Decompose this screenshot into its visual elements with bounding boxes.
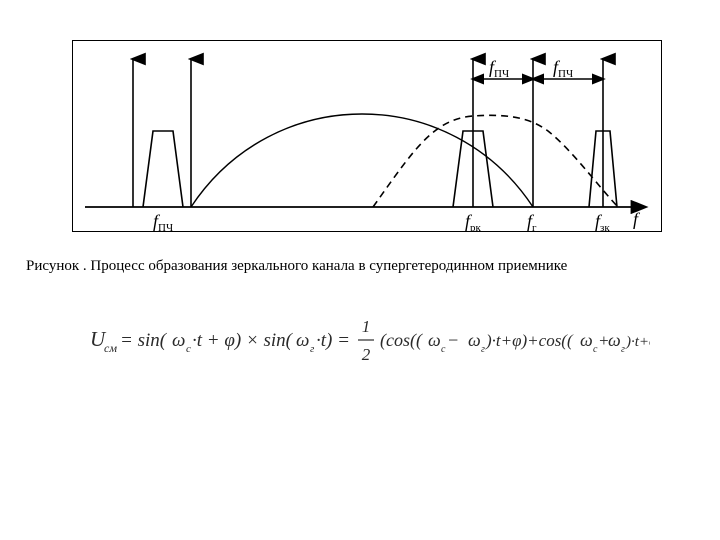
svg-text:c: c — [186, 343, 191, 355]
svg-text:−: − — [447, 330, 459, 350]
svg-text:fг: fг — [527, 211, 537, 231]
svg-text:ω: ω — [428, 330, 441, 350]
svg-text:)·t+φ)): )·t+φ)) — [625, 334, 650, 350]
svg-text:ω: ω — [468, 330, 481, 350]
span-markers: fПЧ fПЧ — [473, 57, 603, 80]
svg-text:г: г — [310, 343, 315, 355]
svg-text:fрк: fрк — [465, 211, 482, 231]
svg-text:(cos((: (cos(( — [380, 330, 423, 351]
svg-text:см: см — [104, 341, 117, 355]
span-label-1: fПЧ — [489, 57, 509, 80]
spectrum-svg: fПЧ fПЧ fПЧ fрк fг fзк f — [73, 41, 661, 231]
svg-text:г: г — [481, 344, 485, 355]
svg-text:1: 1 — [362, 317, 371, 336]
span-label-2: fПЧ — [553, 57, 573, 80]
svg-text:)·t+φ)+cos((: )·t+φ)+cos(( — [485, 331, 574, 350]
svg-text:·t + φ) × sin(: ·t + φ) × sin( — [192, 330, 294, 351]
svg-text:ω: ω — [580, 330, 593, 350]
svg-text:fзк: fзк — [595, 211, 610, 231]
svg-text:ω: ω — [172, 330, 185, 351]
svg-text:·t) =: ·t) = — [316, 330, 350, 351]
spectrum-diagram: fПЧ fПЧ fПЧ fрк fг fзк f — [72, 40, 662, 232]
svg-text:c: c — [441, 344, 446, 355]
mixer-formula: U см = sin( ω c ·t + φ) × sin( ω г ·t) =… — [90, 310, 650, 375]
filter-peaks — [143, 131, 617, 207]
axis-label-f: f — [633, 209, 641, 229]
preselector-curve — [373, 115, 618, 207]
figure-caption: Рисунок . Процесс образования зеркальног… — [26, 258, 567, 275]
svg-text:ω: ω — [608, 330, 621, 350]
svg-text:г: г — [621, 344, 625, 355]
spectral-lines — [133, 59, 603, 207]
conversion-arc — [191, 114, 533, 207]
svg-text:2: 2 — [362, 345, 371, 364]
svg-text:ω: ω — [296, 330, 309, 351]
svg-text:= sin(: = sin( — [120, 330, 168, 351]
svg-text:fПЧ: fПЧ — [153, 211, 173, 231]
axis-labels: fПЧ fрк fг fзк f — [153, 209, 641, 231]
